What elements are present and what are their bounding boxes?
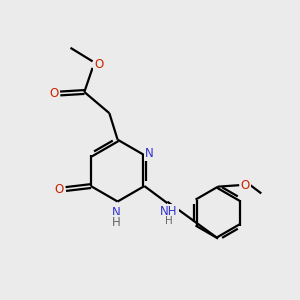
Text: O: O <box>241 179 250 192</box>
Text: H: H <box>165 216 173 226</box>
Text: O: O <box>49 87 58 100</box>
Text: H: H <box>112 216 121 229</box>
Text: O: O <box>94 58 104 71</box>
Text: NH: NH <box>160 205 178 218</box>
Text: O: O <box>55 182 64 196</box>
Text: N: N <box>112 206 121 219</box>
Text: N: N <box>145 147 154 160</box>
